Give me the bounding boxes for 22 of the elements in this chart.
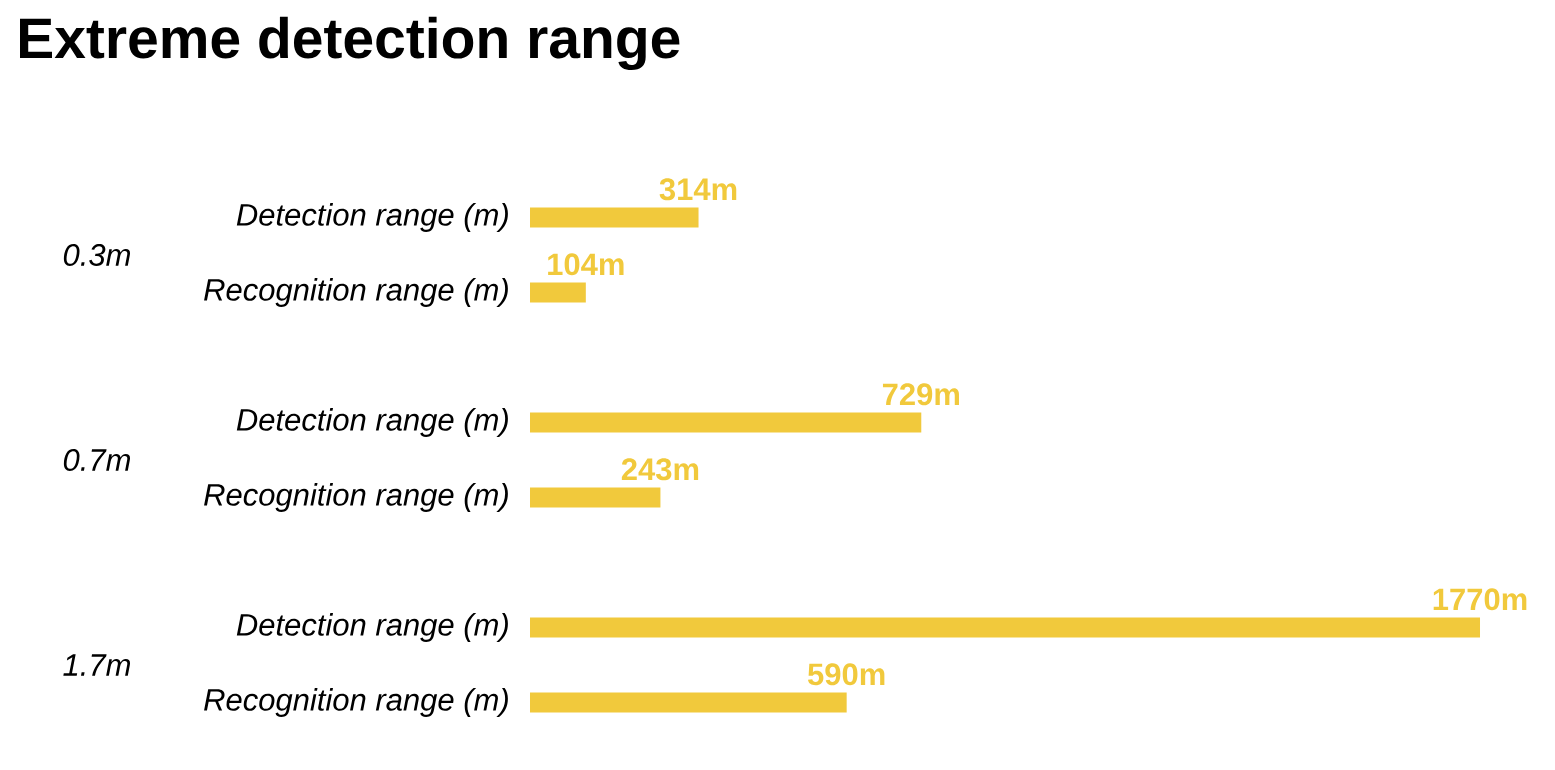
y-tick-label: 0.3m — [63, 244, 131, 266]
series-label: Recognition range (m) — [204, 278, 508, 307]
data-label: 729m — [882, 383, 959, 406]
bar — [530, 282, 586, 303]
text: Recognition range (m) — [204, 688, 508, 717]
text: Detection range (m) — [236, 613, 508, 642]
y-tick-label: 1.7m — [63, 654, 131, 676]
bar — [530, 207, 699, 228]
bar — [530, 692, 847, 713]
data-label: 104m — [548, 253, 624, 276]
data-label: 314m — [659, 178, 737, 201]
chart-title: Extreme detection range — [20, 16, 680, 71]
y-tick-label: 0.7m — [63, 449, 131, 471]
series-label: Detection range (m) — [236, 203, 508, 232]
bar — [530, 412, 922, 433]
data-label: 1770m — [1433, 588, 1527, 611]
text: Recognition range (m) — [204, 483, 508, 512]
bar — [530, 617, 1481, 638]
data-label: 243m — [621, 458, 699, 481]
text: Detection range (m) — [236, 408, 508, 437]
bar — [530, 487, 661, 508]
data-label: 590m — [807, 663, 885, 686]
